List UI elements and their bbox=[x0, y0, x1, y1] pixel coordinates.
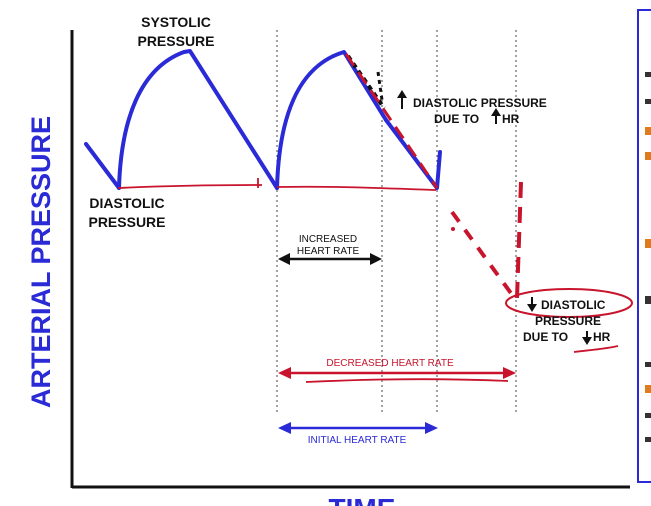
systolic-label-line1: SYSTOLIC bbox=[141, 14, 211, 30]
down-diastolic-label-line1: DIASTOLIC bbox=[541, 298, 606, 312]
initial-hr-label: INITIAL HEART RATE bbox=[308, 435, 407, 446]
diastolic-label-line1: DIASTOLIC bbox=[89, 195, 164, 211]
down-diastolic-label-line3a: DUE TO bbox=[523, 330, 568, 344]
down-arrow-icon bbox=[527, 297, 537, 312]
down-diastolic-label-line3b: HR bbox=[593, 330, 611, 344]
increased-hr-arrow bbox=[278, 253, 382, 265]
up-diastolic-label-line2a: DUE TO bbox=[434, 112, 479, 126]
initial-hr-arrow bbox=[278, 422, 438, 434]
y-axis-label: ARTERIAL PRESSURE bbox=[26, 116, 56, 408]
down-arrow-icon bbox=[582, 331, 592, 345]
up-arrow-icon bbox=[491, 108, 501, 124]
side-panel-marks bbox=[645, 72, 651, 442]
decreased-hr-arrow bbox=[278, 367, 516, 379]
waveform-beat-1 bbox=[117, 49, 279, 190]
waveform-segment bbox=[84, 142, 121, 190]
down-diastolic-label-line2: PRESSURE bbox=[535, 314, 601, 328]
hr-underline bbox=[573, 345, 619, 353]
diastolic-baseline-marks bbox=[117, 178, 509, 383]
waveform-beat-2 bbox=[275, 50, 388, 190]
decreased-hr-decay bbox=[344, 53, 523, 299]
x-axis-label: TIME bbox=[329, 493, 396, 506]
diastolic-label-line2: PRESSURE bbox=[88, 214, 165, 230]
up-arrow-icon bbox=[397, 90, 407, 109]
systolic-label-line2: PRESSURE bbox=[137, 33, 214, 49]
up-diastolic-label-line2b: HR bbox=[502, 112, 520, 126]
increased-hr-label-line1: INCREASED bbox=[299, 234, 357, 245]
up-diastolic-label-line1: DIASTOLIC PRESSURE bbox=[413, 96, 547, 110]
decreased-hr-label: DECREASED HEART RATE bbox=[326, 358, 454, 369]
pressure-waveform bbox=[84, 49, 442, 190]
highlight-ellipse bbox=[505, 288, 633, 318]
increased-hr-label-line2: HEART RATE bbox=[297, 246, 360, 257]
